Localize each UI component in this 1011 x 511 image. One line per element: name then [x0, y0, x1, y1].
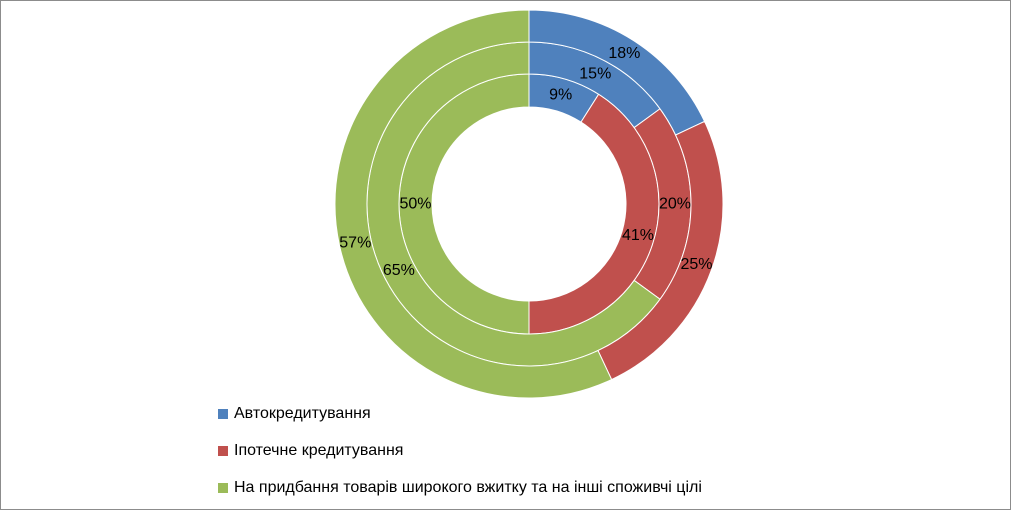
legend-swatch-consumer — [218, 482, 228, 493]
legend-label-auto-credit: Автокредитування — [234, 404, 371, 422]
legend-label-consumer: На придбання товарів широкого вжитку та … — [234, 478, 702, 496]
legend-item-auto-credit: Автокредитування — [218, 395, 702, 432]
data-label-inner-auto-credit: 9% — [549, 87, 572, 104]
data-label-middle-mortgage: 20% — [659, 196, 691, 213]
slice-outer-consumer — [334, 9, 613, 399]
legend-item-consumer: На придбання товарів широкого вжитку та … — [218, 469, 702, 506]
data-label-inner-consumer: 50% — [399, 196, 431, 213]
legend: Автокредитування Іпотечне кредитування Н… — [218, 395, 702, 506]
data-label-outer-mortgage: 25% — [680, 256, 712, 273]
legend-swatch-mortgage — [218, 445, 228, 456]
data-label-outer-consumer: 57% — [339, 234, 371, 251]
legend-item-mortgage: Іпотечне кредитування — [218, 432, 702, 469]
data-label-middle-consumer: 65% — [383, 262, 415, 279]
data-label-middle-auto-credit: 15% — [579, 65, 611, 82]
legend-label-mortgage: Іпотечне кредитування — [234, 441, 404, 459]
data-label-outer-auto-credit: 18% — [608, 45, 640, 62]
data-label-inner-mortgage: 41% — [622, 227, 654, 244]
legend-swatch-auto-credit — [218, 408, 228, 419]
